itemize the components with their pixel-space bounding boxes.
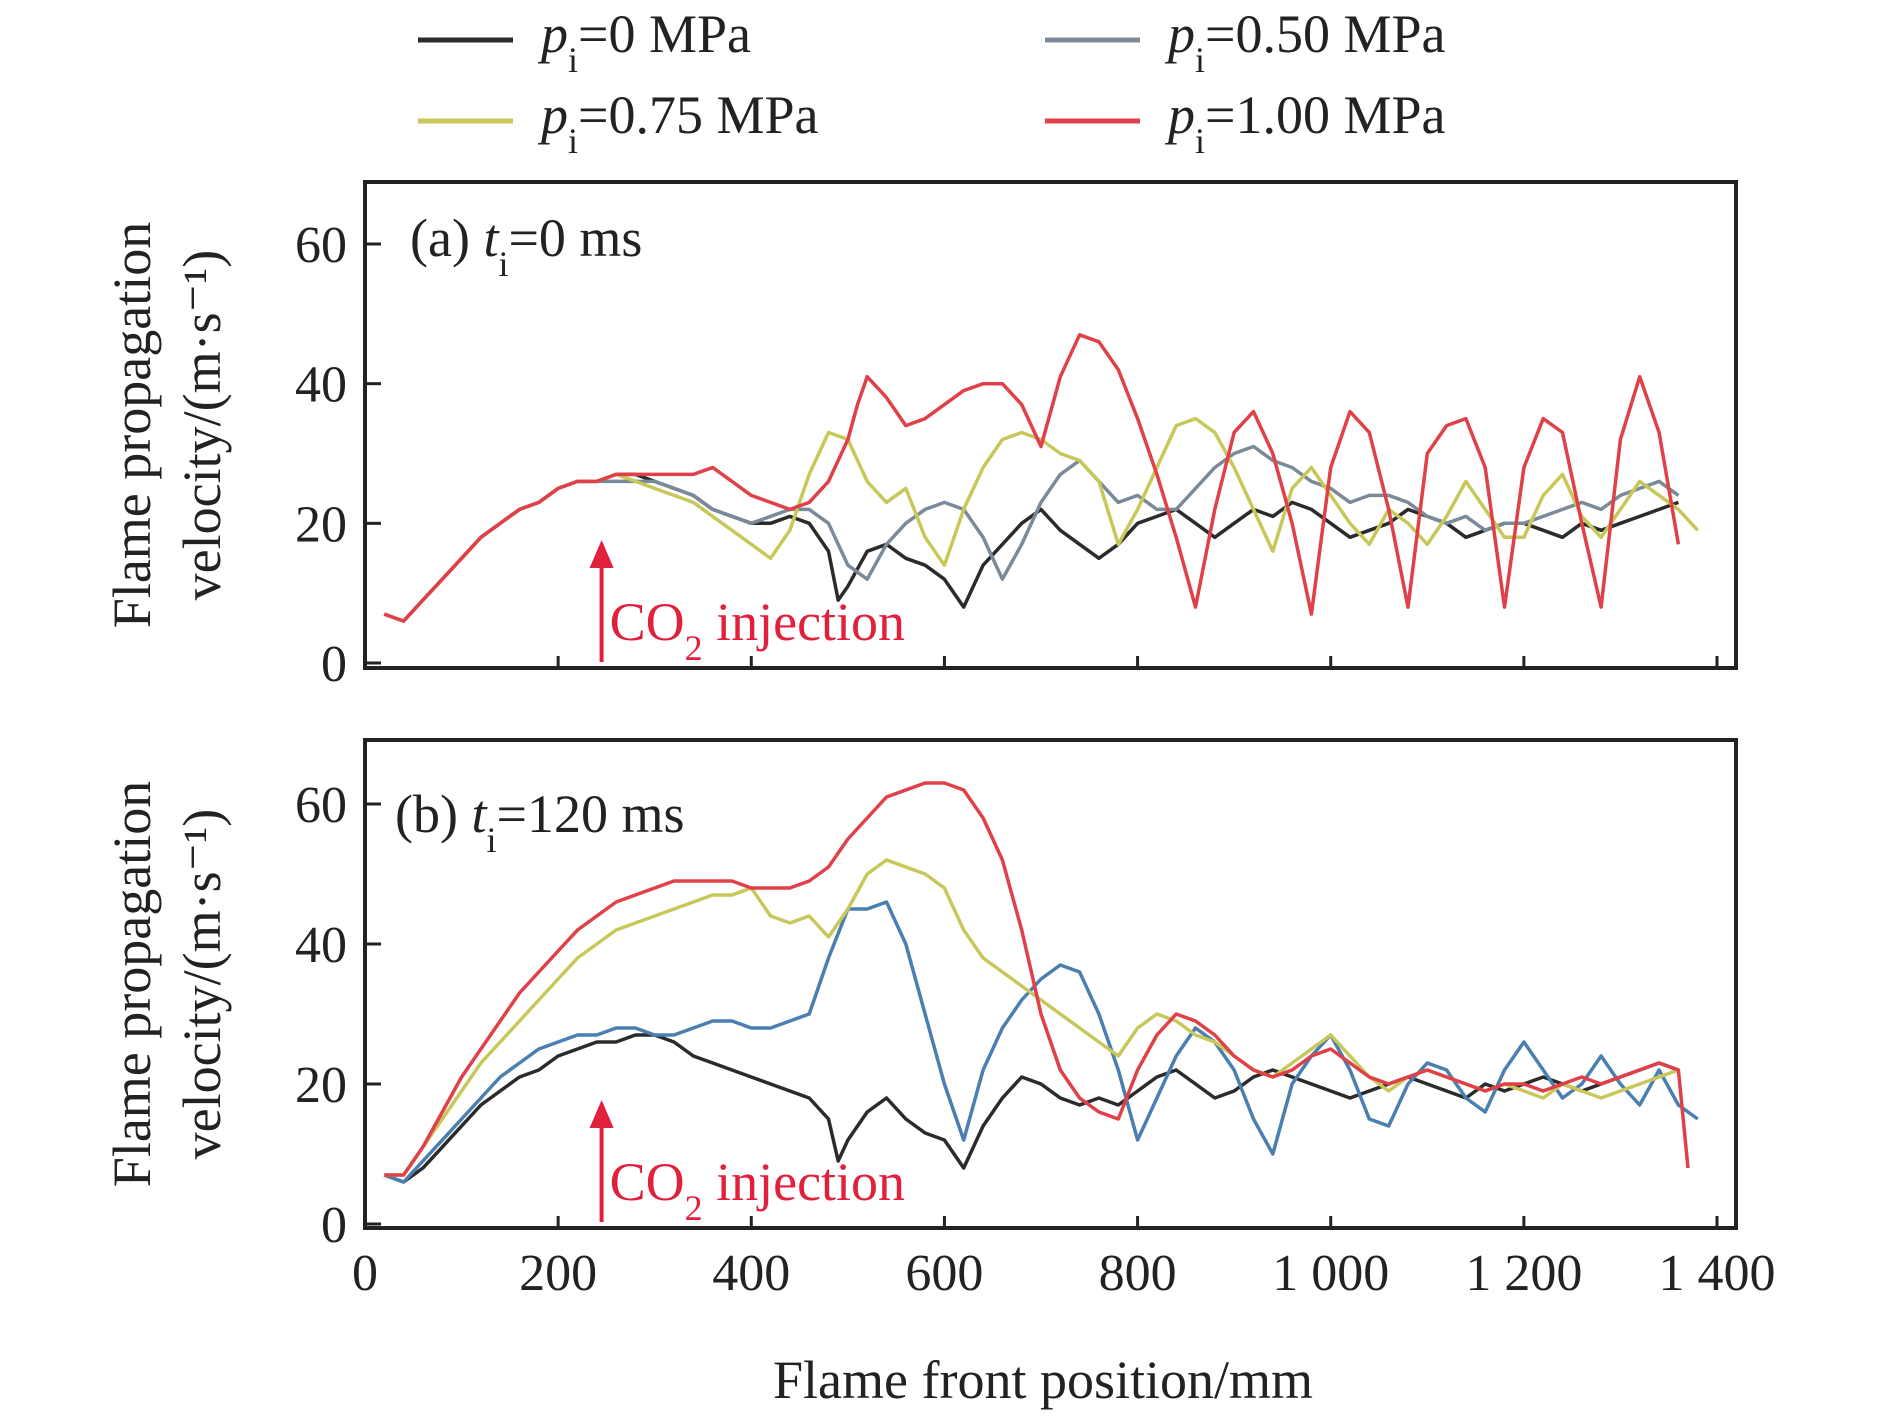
- y-tick-label: 0: [321, 636, 347, 693]
- y-tick-label: 20: [295, 496, 347, 553]
- y-axis-label: Flame propagation: [102, 781, 162, 1187]
- x-tick-label: 1 400: [1659, 1245, 1776, 1302]
- plot-frame: [363, 738, 1738, 1230]
- injection-label: CO2 injection: [610, 1152, 905, 1228]
- series-line: [383, 900, 1699, 1184]
- y-tick-label: 0: [321, 1197, 347, 1254]
- y-tick-label: 20: [295, 1057, 347, 1114]
- plot-frame: [363, 180, 1738, 670]
- series-line: [383, 333, 1681, 623]
- x-tick-label: 1 000: [1272, 1245, 1389, 1302]
- y-axis-label: velocity/(m·s⁻¹): [172, 250, 232, 601]
- injection-arrowhead: [589, 540, 614, 568]
- series-line: [384, 858, 1679, 1177]
- x-tick-label: 0: [352, 1245, 378, 1302]
- y-axis-label: velocity/(m·s⁻¹): [172, 809, 232, 1160]
- series-line: [383, 1033, 1679, 1184]
- y-tick-label: 40: [295, 917, 347, 974]
- x-tick-label: 800: [1099, 1245, 1177, 1302]
- legend-label: pi=1.00 MPa: [1164, 85, 1446, 161]
- injection-label: CO2 injection: [610, 592, 905, 668]
- x-tick-label: 1 200: [1465, 1245, 1582, 1302]
- x-tick-label: 200: [519, 1245, 597, 1302]
- x-tick-label: 400: [712, 1245, 790, 1302]
- panel-a: 0 20 40 60 Flame propagation velocity/(m·s⁻¹)…: [102, 180, 1738, 693]
- legend: pi=0 MPa pi=0.50 MPa pi=0.75 MPa pi=1.00 MP…: [418, 4, 1446, 161]
- x-axis-label: Flame front position/mm: [773, 1350, 1313, 1410]
- y-axis-label: Flame propagation: [102, 222, 162, 628]
- panel-label: (b) ti=120 ms: [395, 784, 684, 860]
- panel-label: (a) ti=0 ms: [410, 208, 642, 284]
- x-tick-label: 600: [905, 1245, 983, 1302]
- y-tick-label: 60: [295, 217, 347, 274]
- y-tick-label: 40: [295, 357, 347, 414]
- legend-label: pi=0 MPa: [537, 4, 751, 80]
- y-tick-label: 60: [295, 777, 347, 834]
- legend-label: pi=0.75 MPa: [537, 85, 819, 161]
- series-line: [384, 781, 1690, 1177]
- injection-arrowhead: [589, 1100, 614, 1128]
- series-line: [383, 472, 1679, 623]
- legend-label: pi=0.50 MPa: [1164, 4, 1446, 80]
